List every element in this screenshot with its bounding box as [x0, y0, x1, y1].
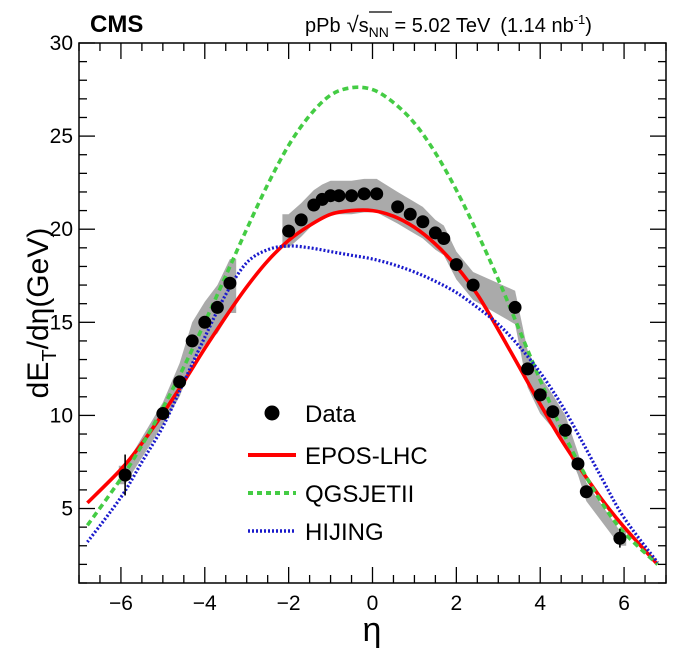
y-axis-title-subscript: T	[39, 349, 61, 361]
data-point	[210, 300, 224, 314]
data-point	[508, 300, 522, 314]
data-point	[198, 315, 212, 329]
axis-tick-layer	[78, 42, 667, 584]
data-point	[370, 187, 384, 201]
data-point	[282, 224, 296, 238]
model-curve-layer	[85, 85, 659, 566]
y-tick-label: 30	[50, 32, 73, 55]
y-tick-label: 25	[50, 125, 73, 148]
data-point	[466, 278, 480, 292]
collision-info: pPb √sNN = 5.02 TeV (1.14 nb-1)	[305, 12, 592, 40]
data-point	[345, 189, 359, 203]
data-point	[391, 200, 405, 214]
data-point	[521, 362, 535, 376]
x-tick-label: −6	[109, 592, 133, 615]
legend-entry-qgsjet: QGSJETII	[248, 481, 414, 508]
data-point	[357, 187, 371, 201]
x-tick-label: 2	[451, 592, 463, 615]
data-point	[558, 423, 572, 437]
x-tick-label: −4	[193, 592, 217, 615]
legend-epos-label: EPOS-LHC	[305, 443, 428, 470]
energy-subscript: NN	[369, 24, 389, 40]
data-point	[294, 213, 308, 227]
x-axis-title: η	[363, 611, 382, 649]
axis-tick-label-layer: −6 −4 −2 0 2 4 6 5 10 15 20 25 30	[50, 32, 630, 615]
data-point-layer	[118, 187, 627, 548]
experiment-label: CMS	[90, 11, 143, 38]
legend-entry-hijing: HIJING	[248, 519, 384, 546]
energy-variable: s	[359, 15, 369, 37]
data-point	[173, 375, 187, 389]
y-axis-title: dET/dη(GeV)	[22, 228, 61, 399]
data-point	[332, 189, 346, 203]
x-tick-label: 6	[618, 592, 630, 615]
series-line-hijing	[86, 244, 659, 564]
y-axis-title-rest: /dη(GeV)	[22, 228, 55, 350]
collision-system: pPb	[305, 15, 341, 37]
x-tick-label: 4	[534, 592, 546, 615]
data-point	[416, 215, 430, 229]
data-point	[613, 531, 627, 545]
energy-value: = 5.02 TeV	[389, 15, 491, 37]
luminosity-exponent: -1	[574, 12, 586, 27]
data-point	[118, 468, 132, 482]
data-point	[533, 388, 547, 402]
luminosity-close: )	[585, 15, 592, 37]
series-line-epos-lhc	[86, 208, 659, 566]
x-tick-label: 0	[367, 592, 379, 615]
legend: Data EPOS-LHC QGSJETII HIJING	[248, 401, 428, 546]
legend-data-marker	[264, 405, 280, 421]
data-point	[185, 334, 199, 348]
systematic-band-segment	[282, 178, 627, 546]
data-point	[223, 276, 237, 290]
data-point	[156, 407, 170, 421]
y-tick-label: 20	[50, 218, 73, 241]
legend-entry-data: Data	[264, 401, 356, 428]
y-axis-title-main: dE	[22, 362, 55, 399]
x-tick-label: −2	[277, 592, 301, 615]
y-tick-label: 5	[61, 498, 73, 521]
data-point	[571, 457, 585, 471]
data-point	[403, 207, 417, 221]
y-tick-label: 10	[50, 404, 73, 427]
legend-data-label: Data	[305, 401, 356, 428]
data-point	[449, 258, 463, 272]
data-point	[546, 405, 560, 419]
y-tick-label: 15	[50, 311, 73, 334]
series-line-qgsjetii	[85, 85, 659, 566]
data-point	[579, 485, 593, 499]
legend-hijing-label: HIJING	[305, 519, 384, 546]
data-point	[437, 232, 451, 246]
legend-qgsjet-label: QGSJETII	[305, 481, 414, 508]
sqrt-symbol: √	[347, 12, 360, 37]
legend-entry-epos: EPOS-LHC	[248, 443, 428, 470]
luminosity-open: (1.14 nb	[500, 15, 573, 37]
